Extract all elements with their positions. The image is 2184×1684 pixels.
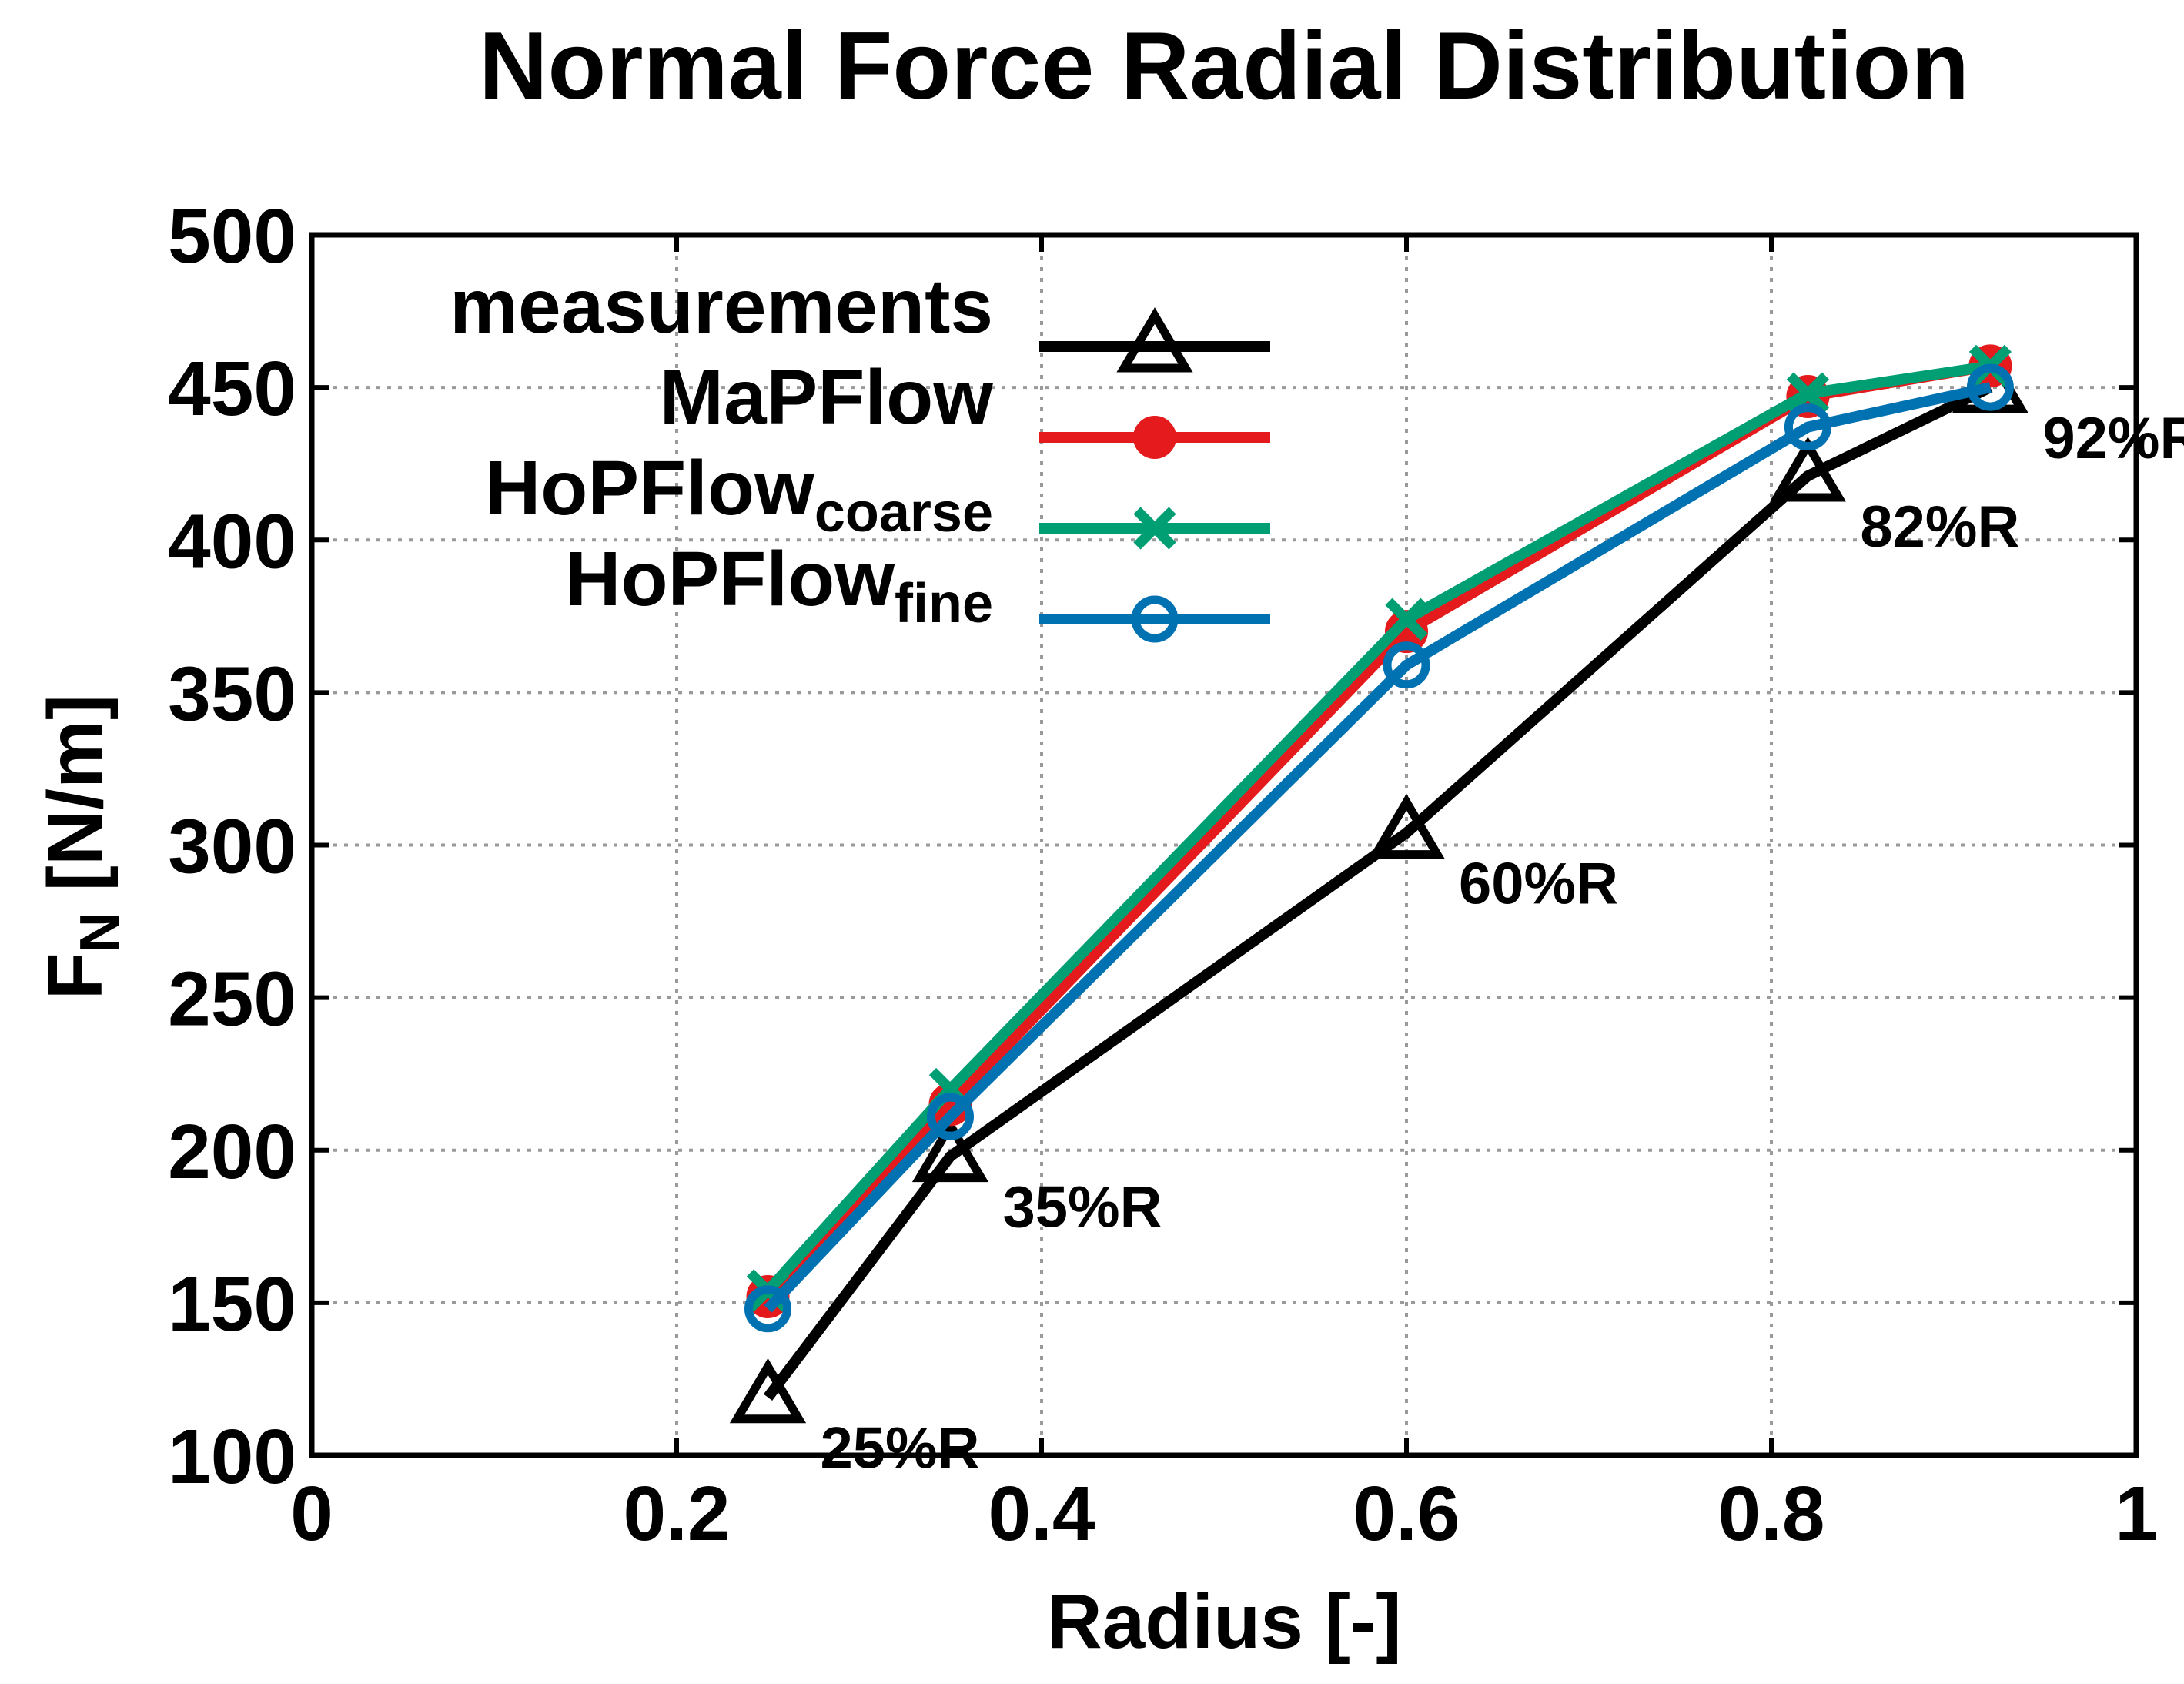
data-point: [1385, 598, 1428, 641]
x-tick-label: 1: [2115, 1471, 2158, 1557]
data-point: [1383, 641, 1430, 689]
series-line: [764, 382, 1992, 1313]
legend-marker: [1116, 307, 1193, 373]
legend-label: HoPFlowcoarse: [485, 445, 993, 544]
annotations: 25%R 35%R 60%R 82%R 92%R: [821, 406, 2184, 1481]
point-annotation: 35%R: [1003, 1175, 1162, 1240]
series-line: [763, 382, 1993, 1401]
point-annotation: 25%R: [821, 1416, 980, 1481]
legend-marker: [1133, 416, 1176, 459]
y-tick-label: 350: [168, 651, 296, 737]
y-tick-label: 250: [168, 956, 296, 1043]
x-axis: 0 0.2 0.4 0.6 0.8 1: [290, 235, 2158, 1557]
data-point: [927, 1093, 974, 1140]
y-tick-label: 100: [168, 1414, 296, 1500]
legend-label: HoPFlowfine: [565, 536, 993, 634]
grid: [312, 235, 2136, 1455]
point-annotation: 82%R: [1860, 494, 2019, 560]
point-annotation: 60%R: [1459, 852, 1618, 917]
y-axis-label: FN [N/m]: [32, 695, 131, 999]
legend-item: MaPFlow: [660, 354, 1270, 459]
data-point: [911, 1117, 989, 1183]
legend-marker: [1133, 507, 1176, 550]
y-axis: 100 150 200 250 300 350 400 450 500: [168, 193, 2136, 1500]
series-3: [744, 363, 2014, 1333]
data-point: [1368, 793, 1445, 859]
data-point: [1786, 372, 1829, 415]
y-tick-label: 200: [168, 1109, 296, 1195]
y-tick-label: 150: [168, 1261, 296, 1348]
legend-item: measurements: [450, 263, 1270, 373]
legend-label: MaPFlow: [660, 354, 994, 440]
legend-item: HoPFlowfine: [565, 536, 1270, 643]
point-annotation: 92%R: [2042, 406, 2184, 471]
data-point: [1784, 403, 1831, 451]
y-tick-label: 450: [168, 346, 296, 432]
y-axis-label-main: F: [32, 952, 119, 999]
series-group: [729, 344, 2029, 1424]
y-axis-label-sub: N: [69, 912, 131, 952]
x-tick-label: 0.2: [623, 1471, 730, 1557]
chart-title: Normal Force Radial Distribution: [479, 13, 1969, 119]
x-axis-label: Radius [-]: [1046, 1579, 1401, 1665]
data-point: [1769, 437, 1847, 502]
y-tick-label: 400: [168, 498, 296, 584]
data-point: [1966, 363, 2014, 411]
y-axis-label-rest: [N/m]: [32, 695, 119, 912]
data-point: [744, 1285, 791, 1333]
data-point: [729, 1358, 807, 1424]
y-tick-label: 500: [168, 193, 296, 280]
legend-label: measurements: [450, 263, 993, 350]
x-tick-label: 0.8: [1717, 1471, 1824, 1557]
x-tick-label: 0: [290, 1471, 333, 1557]
x-tick-label: 0.6: [1353, 1471, 1460, 1557]
y-tick-label: 300: [168, 804, 296, 890]
legend: measurementsMaPFlowHoPFlowcoarseHoPFlowf…: [450, 263, 1270, 643]
legend-item: HoPFlowcoarse: [485, 445, 1270, 550]
legend-marker: [1131, 595, 1179, 643]
x-tick-label: 0.4: [988, 1471, 1095, 1557]
